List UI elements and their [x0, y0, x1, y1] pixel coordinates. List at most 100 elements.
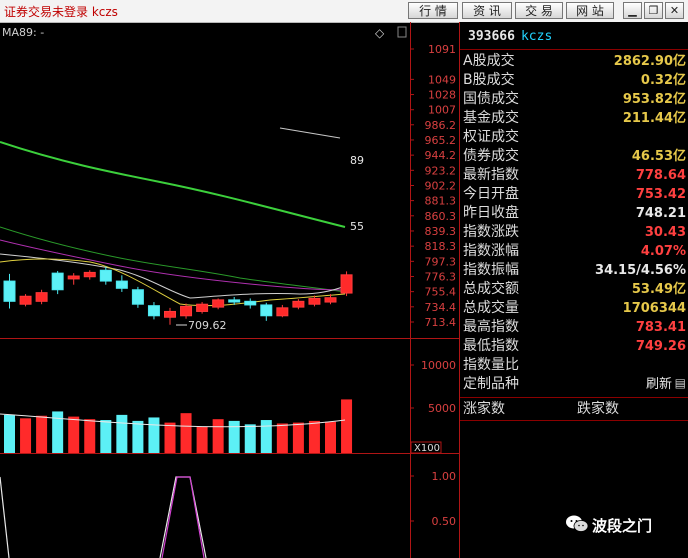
stat-label: 今日开盘: [463, 186, 519, 202]
volume-bar: [20, 418, 32, 453]
volume-bar: [276, 423, 288, 453]
stat-label: 总成交额: [463, 281, 519, 297]
stat-label: 指数涨幅: [463, 243, 519, 259]
volume-bar: [148, 417, 160, 453]
indicator-tick-label: 0.50: [432, 515, 457, 528]
ma89-line-label: 89: [350, 154, 364, 167]
stat-row: 最低指数 749.26: [460, 337, 688, 356]
price-tick-label: 734.4: [425, 301, 457, 314]
security-name: kczs: [520, 29, 553, 44]
low-marker-label: 709.62: [188, 319, 227, 332]
ma89-line: [279, 127, 341, 139]
candle-body: [228, 299, 241, 303]
kline-chart[interactable]: MA89: - ◇ 1091 1049 1028 1007 986.2 965.2 944.…: [0, 22, 460, 558]
candle-body: [147, 305, 160, 317]
candle-body: [164, 310, 176, 318]
ma-magenta-line: [0, 239, 346, 291]
candle-body: [99, 269, 112, 282]
volume-bar: [132, 420, 144, 453]
volume-bars: [0, 399, 353, 453]
close-icon[interactable]: ✕: [665, 2, 684, 19]
volume-bar: [68, 416, 80, 453]
stat-row: 最新指数 778.64: [460, 166, 688, 185]
volume-bar: [228, 420, 240, 453]
volume-bar: [84, 419, 96, 453]
indicator-white-line: [0, 476, 10, 558]
stat-value: 749.26: [635, 339, 686, 354]
ma-green-line: [0, 226, 346, 293]
stat-row: 总成交额 53.49亿: [460, 280, 688, 299]
watermark: 波段之门: [562, 510, 686, 540]
indicator-tick-label: 1.00: [432, 470, 457, 483]
volume-bar: [244, 424, 256, 453]
price-tick-label: 881.3: [425, 195, 457, 208]
candle-body: [260, 304, 273, 317]
minimize-icon[interactable]: ▁: [623, 2, 642, 19]
candle-body: [19, 295, 32, 305]
indicator-white-line: [159, 476, 207, 558]
volume-bar: [100, 420, 112, 453]
stat-row: 定制品种 刷新 ▤: [460, 375, 688, 394]
volume-bar: [4, 414, 15, 453]
advance-decline-row: 涨家数 跌家数: [460, 400, 688, 419]
price-tick-label: 860.3: [425, 210, 457, 223]
volume-bar: [308, 420, 320, 453]
indicator-axis: 1.00 0.50: [410, 470, 456, 528]
candle-body: [276, 307, 289, 317]
trade-button[interactable]: 交 易: [515, 2, 563, 19]
price-tick-label: 1091: [428, 43, 456, 56]
stat-row: 今日开盘 753.42: [460, 185, 688, 204]
volume-bar: [180, 413, 192, 453]
candle-body: [83, 271, 96, 278]
stat-label: 最低指数: [463, 338, 519, 354]
diamond-icon[interactable]: ◇: [375, 26, 385, 40]
security-header: 393666 kczs: [460, 22, 688, 49]
stat-label: 最新指数: [463, 167, 519, 183]
volume-bar: [325, 421, 336, 453]
candle-body: [212, 299, 225, 308]
price-tick-label: 818.3: [425, 240, 457, 253]
candle-body: [115, 280, 128, 289]
panel-separator: [460, 420, 688, 421]
candle-body: [131, 289, 144, 305]
candle-body: [67, 275, 80, 280]
stat-value: 753.42: [635, 187, 686, 202]
refresh-icon[interactable]: ▤: [674, 376, 686, 390]
volume-bar: [260, 420, 272, 453]
stat-value[interactable]: 刷新: [645, 377, 672, 392]
stat-row: 债券成交 46.53亿: [460, 147, 688, 166]
news-button[interactable]: 资 讯: [462, 2, 512, 19]
stat-value: 0.32亿: [640, 73, 686, 88]
stat-value: 46.53亿: [631, 149, 686, 164]
price-tick-label: 839.3: [425, 225, 457, 238]
quotes-button[interactable]: 行 情: [408, 2, 458, 19]
candle-body: [3, 280, 16, 302]
security-code: 393666 kczs: [468, 29, 553, 44]
stat-row: 指数振幅 34.15/4.56%: [460, 261, 688, 280]
stat-row: 国债成交 953.82亿: [460, 90, 688, 109]
stat-row: 总成交量 1706344: [460, 299, 688, 318]
stat-value: 1706344: [622, 301, 686, 316]
website-button[interactable]: 网 站: [566, 2, 614, 19]
scroll-handle[interactable]: [397, 26, 407, 38]
candle-body: [180, 305, 193, 317]
price-tick-label: 776.3: [425, 271, 457, 284]
volume-unit-box: [410, 441, 442, 454]
ma-yellow-line: [0, 258, 346, 307]
stat-label: A股成交: [463, 53, 515, 69]
ma-label: MA89: -: [2, 26, 44, 39]
volume-bar: [212, 419, 224, 453]
price-axis: 1091 1049 1028 1007 986.2 965.2 944.2 923.2 902.…: [410, 43, 456, 329]
ma55-line: [0, 141, 346, 228]
stat-label: 最高指数: [463, 319, 519, 335]
volume-bar: [36, 415, 48, 453]
price-tick-label: 713.4: [425, 316, 457, 329]
volume-bar: [52, 411, 64, 453]
up-count-label: 涨家数: [463, 401, 505, 417]
watermark-text: 波段之门: [592, 517, 653, 535]
stat-row: A股成交 2862.90亿: [460, 52, 688, 71]
candle-body: [244, 300, 257, 306]
volume-bar: [164, 422, 176, 453]
stat-label: 总成交量: [463, 300, 519, 316]
restore-icon[interactable]: ❐: [644, 2, 663, 19]
